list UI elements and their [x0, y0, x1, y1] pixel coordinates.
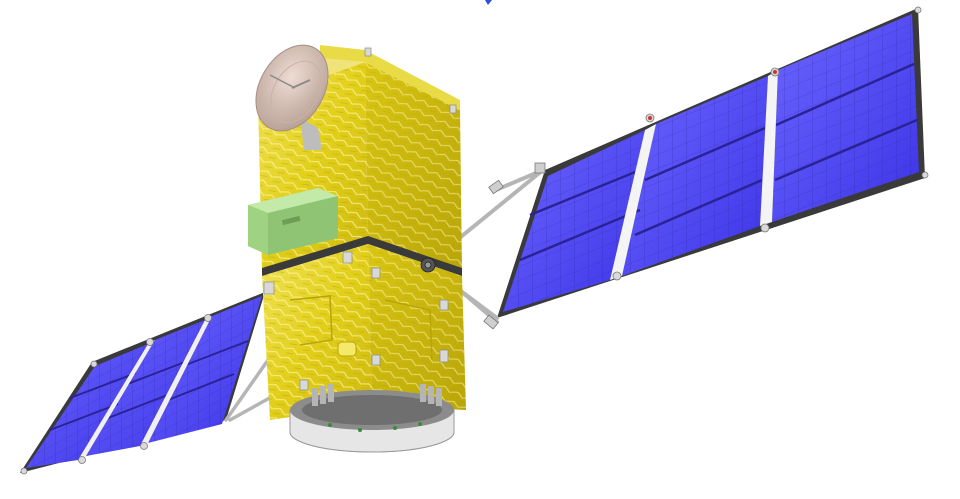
left-array-boom — [224, 358, 277, 422]
green-payload-box — [248, 188, 338, 255]
right-solar-array — [497, 6, 929, 318]
launch-adapter-ring — [289, 384, 455, 453]
solar-hinge-strip — [760, 70, 778, 226]
array-drive-mechanism — [420, 257, 436, 273]
module-separation-band — [262, 236, 462, 276]
solar-hinge-strip — [78, 340, 155, 460]
solar-hinge-strip — [140, 316, 212, 446]
left-solar-array — [20, 292, 265, 475]
thruster-fitting — [337, 341, 357, 357]
solar-hinge-strip — [610, 124, 656, 280]
top-edge-mark — [485, 0, 492, 5]
dish-antenna — [255, 44, 329, 150]
